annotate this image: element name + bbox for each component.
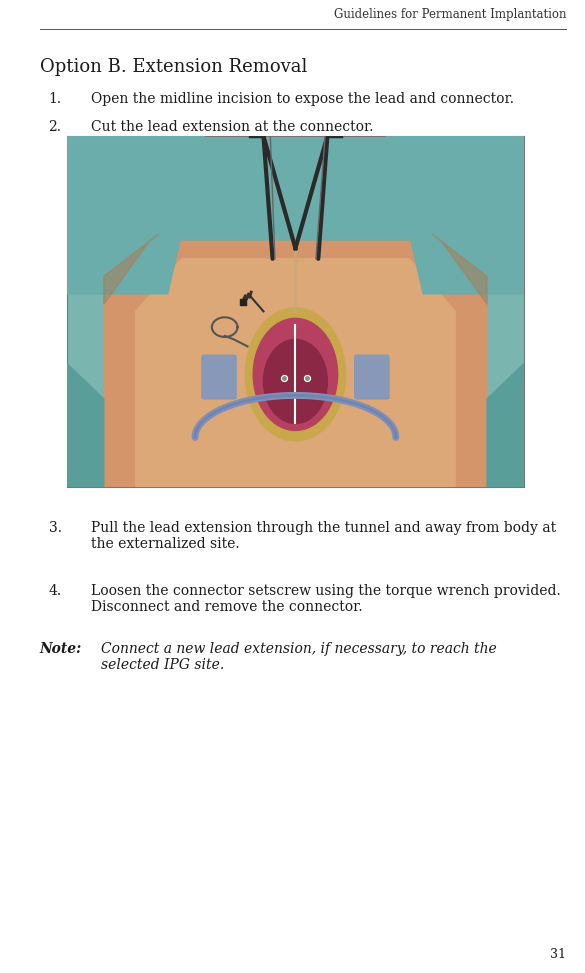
Text: Loosen the connector setscrew using the torque wrench provided.
Disconnect and r: Loosen the connector setscrew using the … (91, 584, 560, 614)
Polygon shape (67, 364, 104, 486)
Text: 3.: 3. (49, 521, 61, 534)
Text: 2.: 2. (49, 120, 61, 133)
Point (238, 294, 247, 309)
Text: Open the midline incision to expose the lead and connector.: Open the midline incision to expose the … (91, 92, 514, 106)
Text: 1.: 1. (49, 92, 61, 106)
Ellipse shape (253, 318, 338, 430)
FancyBboxPatch shape (355, 355, 389, 399)
Polygon shape (104, 241, 487, 486)
Point (280, 370, 289, 385)
Text: 31: 31 (550, 949, 566, 961)
Text: Guidelines for Permanent Implantation: Guidelines for Permanent Implantation (334, 9, 566, 21)
Text: Pull the lead extension through the tunnel and away from body at
the externalize: Pull the lead extension through the tunn… (91, 521, 556, 551)
FancyBboxPatch shape (202, 355, 236, 399)
Text: 4.: 4. (49, 584, 61, 597)
Ellipse shape (245, 307, 346, 441)
Text: Option B. Extension Removal: Option B. Extension Removal (40, 58, 307, 76)
Polygon shape (432, 234, 487, 305)
Point (302, 370, 312, 385)
Polygon shape (487, 364, 524, 486)
Point (280, 370, 289, 385)
Bar (67, 136, 524, 276)
Text: Note:: Note: (40, 642, 82, 656)
Text: Connect a new lead extension, if necessary, to reach the
selected IPG site.: Connect a new lead extension, if necessa… (101, 642, 497, 672)
Polygon shape (67, 136, 204, 294)
Polygon shape (104, 234, 159, 305)
Text: Cut the lead extension at the connector.: Cut the lead extension at the connector. (91, 120, 373, 133)
Polygon shape (136, 259, 455, 486)
Ellipse shape (263, 340, 328, 423)
Polygon shape (387, 136, 524, 294)
Point (302, 370, 312, 385)
